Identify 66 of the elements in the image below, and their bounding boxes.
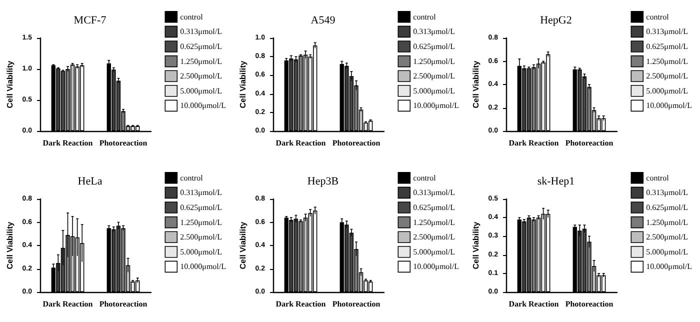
legend-label: 10.000μmol/L <box>180 262 226 272</box>
legend-label: 1.250μmol/L <box>646 56 688 66</box>
legend-label: 1.250μmol/L <box>180 218 222 227</box>
legend-label: 5.000μmol/L <box>180 86 222 96</box>
legend-label: 10.000μmol/L <box>646 101 692 110</box>
y-axis-title: Cell Viability <box>6 60 14 108</box>
legend-label: 0.313μmol/L <box>413 27 456 36</box>
x-tick-label: Dark Reaction <box>508 300 560 308</box>
y-axis-title: Cell Viability <box>238 60 248 108</box>
legend-label: 0.313μmol/L <box>413 188 456 198</box>
legend-label: 2.500μmol/L <box>413 232 456 242</box>
legend-label: 10.000μmol/L <box>413 101 460 110</box>
legend-label: 0.625μmol/L <box>180 42 222 51</box>
legend-label: 0.625μmol/L <box>413 42 456 51</box>
x-tick-label: Dark Reaction <box>276 138 326 148</box>
legend-label: 0.625μmol/L <box>413 203 456 212</box>
x-tick-label: Photoreaction <box>565 300 614 308</box>
x-tick-label: Photoreaction <box>332 300 381 308</box>
legend-label: control <box>180 173 204 182</box>
legend-label: 2.500μmol/L <box>180 232 222 242</box>
legend-label: control <box>180 12 204 22</box>
x-tick-label: Dark Reaction <box>508 138 560 148</box>
y-axis-title: Cell Viability <box>238 221 248 270</box>
legend-label: control <box>646 173 670 182</box>
legend-label: 1.250μmol/L <box>180 56 222 66</box>
legend-label: 0.625μmol/L <box>646 203 688 212</box>
x-tick-label: Photoreaction <box>99 300 148 308</box>
legend-label: control <box>413 173 437 182</box>
legend-label: 2.500μmol/L <box>646 232 688 242</box>
legend-label: 2.500μmol/L <box>413 72 456 81</box>
chart-title: sk-Hep1 <box>537 176 575 188</box>
legend-label: 0.625μmol/L <box>180 203 222 212</box>
legend-label: 2.500μmol/L <box>646 72 688 81</box>
chart-title: A549 <box>310 14 336 26</box>
legend-label: control <box>646 12 670 22</box>
legend-label: 1.250μmol/L <box>413 56 456 66</box>
legend-label: 1.250μmol/L <box>413 218 456 227</box>
legend-label: control <box>413 12 437 22</box>
legend-label: 5.000μmol/L <box>646 86 688 96</box>
legend-label: 0.313μmol/L <box>180 188 222 198</box>
y-axis-title: Cell Viability <box>472 60 480 108</box>
legend-label: 2.500μmol/L <box>180 72 222 81</box>
legend-label: 5.000μmol/L <box>413 247 456 256</box>
legend-label: 0.313μmol/L <box>180 27 222 36</box>
chart-title: HepG2 <box>540 14 572 26</box>
legend-label: 0.313μmol/L <box>646 27 688 36</box>
legend-label: 0.313μmol/L <box>646 188 688 198</box>
legend-label: 1.250μmol/L <box>646 218 688 227</box>
y-axis-title: Cell Viability <box>6 221 14 270</box>
x-tick-label: Dark Reaction <box>42 138 94 148</box>
x-tick-label: Dark Reaction <box>276 300 326 308</box>
legend-label: 0.625μmol/L <box>646 42 688 51</box>
legend-label: 10.000μmol/L <box>413 262 460 272</box>
chart-title: Hep3B <box>307 176 339 188</box>
legend-label: 5.000μmol/L <box>180 247 222 256</box>
x-tick-label: Dark Reaction <box>42 300 94 308</box>
chart-title: MCF-7 <box>74 14 107 26</box>
legend-label: 10.000μmol/L <box>646 262 692 272</box>
x-tick-label: Photoreaction <box>565 138 614 148</box>
legend-label: 10.000μmol/L <box>180 101 226 110</box>
legend-label: 5.000μmol/L <box>646 247 688 256</box>
y-axis-title: Cell Viability <box>472 221 480 270</box>
x-tick-label: Photoreaction <box>332 138 381 148</box>
legend-label: 5.000μmol/L <box>413 86 456 96</box>
chart-title: HeLa <box>78 176 102 188</box>
x-tick-label: Photoreaction <box>99 138 148 148</box>
